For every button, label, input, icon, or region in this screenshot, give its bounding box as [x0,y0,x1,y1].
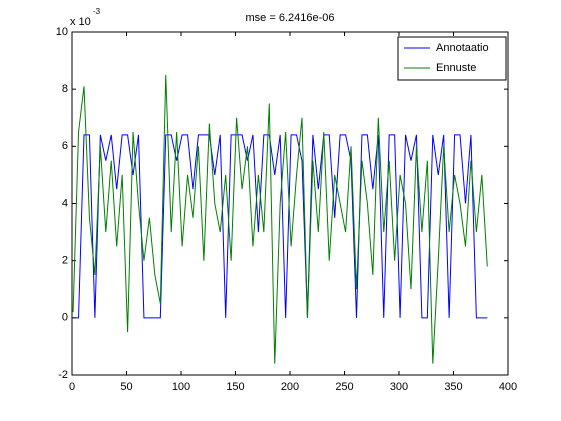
legend: Annotaatio Ennuste [397,36,507,81]
x-tick-label: 100 [172,381,190,393]
y-tick-label: 10 [56,26,68,38]
x-tick-label: 400 [499,381,517,393]
x-tick-label: 0 [69,381,75,393]
y-tick-label: 2 [62,255,68,267]
y-multiplier: x 10 [70,16,91,28]
y-tick-label: 8 [62,83,68,95]
x-tick-label: 200 [281,381,299,393]
x-tick-label: 300 [390,381,408,393]
y-tick-label: 0 [62,312,68,324]
x-tick-label: 50 [120,381,132,393]
x-tick-label: 250 [335,381,353,393]
legend-box [397,36,507,81]
x-tick-label: 350 [444,381,462,393]
legend-label: Ennuste [436,62,476,74]
series-line [73,134,488,319]
y-tick-label: 4 [62,197,68,209]
series-line [72,74,488,364]
x-tick-label: 150 [226,381,244,393]
y-tick-label: -2 [58,369,68,381]
y-tick-label: 6 [62,140,68,152]
chart-title: mse = 6.2416e-06 [246,12,335,24]
legend-label: Annotaatio [436,42,489,54]
y-multiplier-exponent: -3 [93,7,101,16]
